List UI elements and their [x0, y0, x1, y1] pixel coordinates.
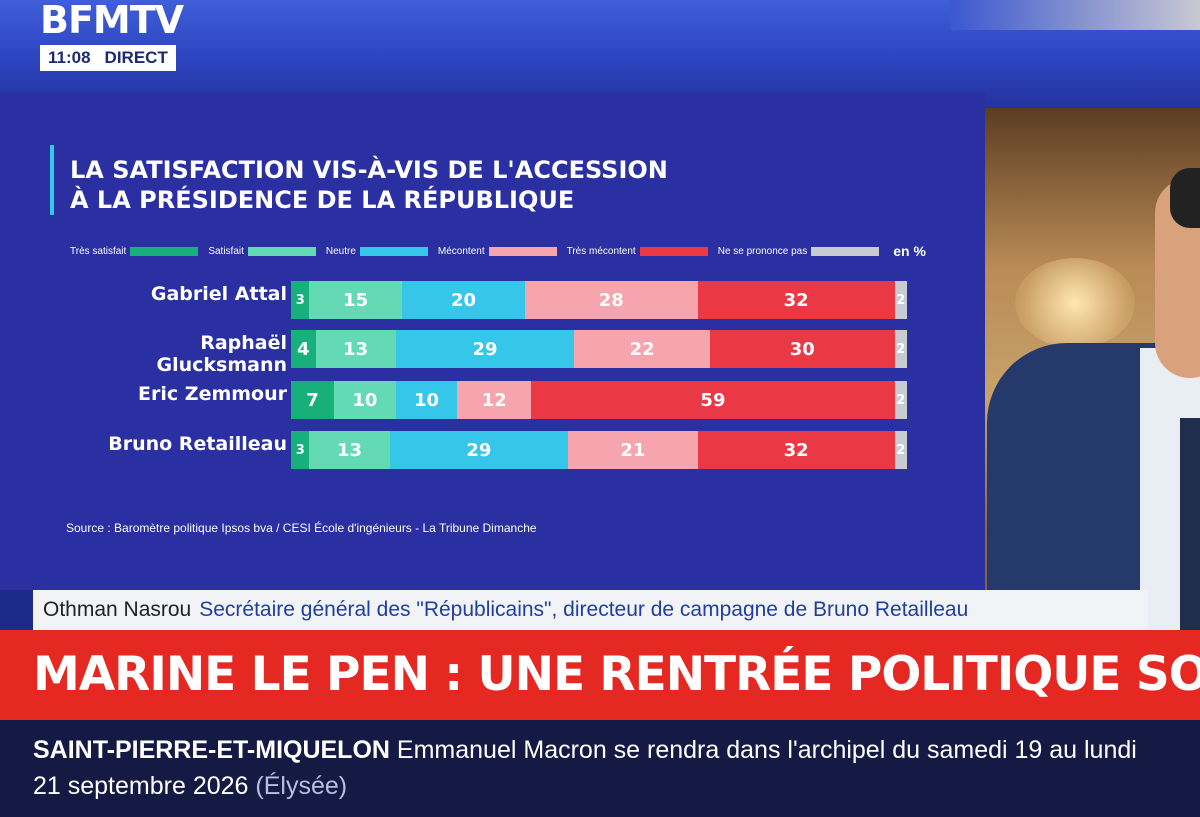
bar-value-label: 4 — [297, 338, 310, 360]
bar-value-label: 13 — [336, 439, 363, 461]
bar-segment: 2 — [894, 381, 907, 419]
bar-segment: 10 — [334, 381, 396, 419]
bar-value-label: 15 — [343, 289, 369, 311]
bar-value-label: 7 — [306, 389, 319, 411]
bar-value-label: 28 — [598, 289, 624, 311]
bar-value-label: 29 — [466, 439, 492, 461]
ticker-text: Emmanuel Macron se rendra dans l'archipe… — [33, 736, 1137, 800]
bar-value-label: 2 — [896, 442, 906, 458]
legend-label: Neutre — [325, 245, 356, 257]
clock-badge: 11:08 DIRECT — [40, 45, 176, 71]
bar-segment: 22 — [574, 330, 710, 368]
guest-lower-third: Othman Nasrou Secrétaire général des "Ré… — [33, 590, 1148, 630]
bar-segment: 59 — [531, 381, 895, 419]
bar-segment: 3 — [291, 281, 310, 319]
legend-label: Satisfait — [208, 245, 244, 257]
guest-name: Othman Nasrou — [43, 598, 192, 621]
bar-segment: 32 — [697, 281, 895, 319]
chart-source: Source : Baromètre politique Ipsos bva /… — [66, 521, 537, 535]
bar-segment: 3 — [291, 431, 310, 469]
legend-item: Très satisfait — [70, 245, 199, 257]
bar-value-label: 20 — [450, 289, 476, 311]
bar-value-label: 3 — [295, 442, 305, 458]
legend-swatch — [639, 246, 708, 256]
category-label: Bruno Retailleau — [108, 433, 287, 455]
bar-value-label: 30 — [789, 338, 815, 360]
channel-logo: BFMTV — [40, 0, 184, 42]
news-ticker: SAINT-PIERRE-ET-MIQUELON Emmanuel Macron… — [0, 720, 1200, 817]
legend-swatch — [811, 246, 880, 256]
legend-label: Mécontent — [437, 245, 485, 257]
legend-label: Très satisfait — [70, 245, 127, 257]
bar-segment: 29 — [395, 330, 575, 368]
bar-segment: 32 — [697, 431, 895, 469]
legend-item: Neutre — [326, 246, 428, 257]
chart-title-line-1: LA SATISFACTION VIS-À-VIS DE L'ACCESSION — [70, 156, 668, 184]
bar-value-label: 10 — [413, 389, 440, 411]
bar-value-label: 2 — [896, 341, 906, 357]
legend-swatch — [247, 246, 316, 256]
chart-unit: en % — [893, 243, 926, 259]
bar-value-label: 32 — [783, 289, 809, 311]
bar-segment: 10 — [395, 381, 458, 419]
bar-value-label: 2 — [896, 392, 906, 408]
bar-value-label: 29 — [472, 338, 498, 360]
header-glare — [950, 0, 1200, 30]
bar-value-label: 13 — [343, 338, 369, 360]
legend-item: Ne se prononce pas — [718, 246, 880, 257]
bar-value-label: 12 — [481, 389, 507, 411]
chart-legend: Très satisfait Satisfait Neutre Mécontent Tr… — [70, 243, 926, 259]
category-label: Gabriel Attal — [150, 283, 287, 305]
bar-row: 3 13 29 21 32 2 — [291, 431, 907, 469]
bar-row: 4 13 29 22 30 2 — [291, 330, 907, 368]
bar-segment: 2 — [894, 281, 907, 319]
bar-segment: 29 — [389, 431, 569, 469]
studio-video-inset — [985, 108, 1200, 633]
ticker-source: (Élysée) — [255, 772, 348, 800]
bar-segment: 13 — [315, 330, 396, 368]
live-label: DIRECT — [104, 48, 168, 67]
bar-value-label: 21 — [620, 439, 646, 461]
bar-segment: 13 — [309, 431, 390, 469]
title-accent-bar — [50, 145, 54, 215]
bar-segment: 4 — [291, 330, 316, 368]
chart-title-line-2: À LA PRÉSIDENCE DE LA RÉPUBLIQUE — [70, 186, 575, 214]
guest-role: Secrétaire général des "Républicains", d… — [199, 598, 969, 621]
bar-segment: 12 — [457, 381, 532, 419]
legend-item: Mécontent — [438, 246, 557, 257]
guest-tie — [1180, 418, 1200, 633]
category-label: Eric Zemmour — [138, 383, 287, 405]
guest-hair — [1170, 168, 1200, 228]
bar-row: 3 15 20 28 32 2 — [291, 281, 907, 319]
headline-text: MARINE LE PEN : UNE RENTRÉE POLITIQUE SO… — [33, 647, 1200, 702]
bar-segment: 28 — [525, 281, 698, 319]
bar-value-label: 22 — [629, 338, 655, 360]
headline-banner: MARINE LE PEN : UNE RENTRÉE POLITIQUE SO… — [0, 630, 1200, 720]
legend-item: Très mécontent — [567, 246, 708, 257]
legend-swatch — [130, 246, 199, 256]
bar-segment: 21 — [568, 431, 698, 469]
bar-value-label: 2 — [896, 292, 906, 308]
bar-segment: 7 — [291, 381, 335, 419]
bar-segment: 2 — [894, 330, 907, 368]
bar-segment: 30 — [709, 330, 895, 368]
bar-value-label: 10 — [352, 389, 378, 411]
bar-value-label: 3 — [295, 292, 305, 308]
legend-label: Ne se prononce pas — [717, 245, 808, 257]
bar-row: 7 10 10 12 59 2 — [291, 381, 907, 419]
bar-segment: 2 — [894, 431, 907, 469]
bar-value-label: 32 — [783, 439, 809, 461]
ticker-kicker: SAINT-PIERRE-ET-MIQUELON — [33, 736, 390, 764]
bar-segment: 15 — [309, 281, 402, 319]
legend-label: Très mécontent — [566, 245, 636, 257]
legend-item: Satisfait — [208, 246, 316, 257]
legend-swatch — [359, 246, 428, 256]
category-label: Raphaël Glucksmann — [156, 332, 287, 376]
clock-time: 11:08 — [48, 48, 91, 67]
chart-title: LA SATISFACTION VIS-À-VIS DE L'ACCESSION… — [70, 155, 770, 215]
legend-swatch — [488, 246, 557, 256]
bar-segment: 20 — [401, 281, 526, 319]
studio-light — [1015, 258, 1135, 348]
bar-value-label: 59 — [700, 389, 726, 411]
